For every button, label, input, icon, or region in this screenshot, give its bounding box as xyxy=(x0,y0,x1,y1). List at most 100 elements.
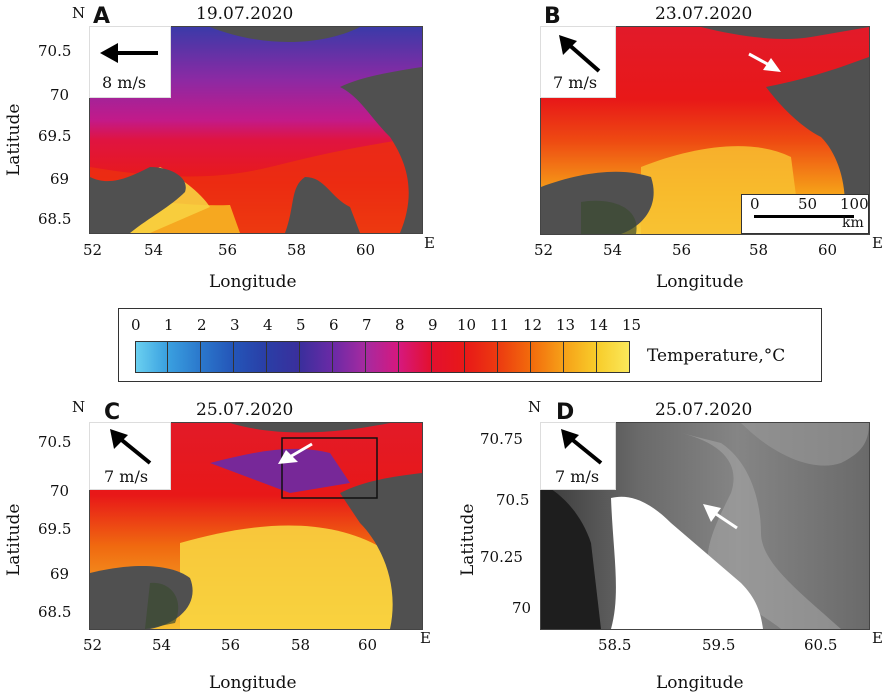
colorbar-title: Temperature,°C xyxy=(647,346,786,366)
colorbar-cell xyxy=(234,341,267,373)
panel-letter: D xyxy=(556,400,575,425)
colorbar-cell xyxy=(168,341,201,373)
colorbar-tick: 15 xyxy=(622,316,642,334)
y-tick: 69.5 xyxy=(38,520,72,538)
x-tick: 56 xyxy=(221,636,241,654)
y-tick: 70 xyxy=(50,482,70,500)
x-axis-title: Longitude xyxy=(656,673,744,693)
feature-arrow-icon xyxy=(748,52,781,72)
scale-tick: 100 xyxy=(840,195,869,213)
panel-c-temperature-field xyxy=(90,423,422,629)
x-tick: 60 xyxy=(358,636,378,654)
colorbar-tick: 13 xyxy=(556,316,576,334)
wind-box: 7 m/s xyxy=(540,422,616,490)
y-tick: 70.75 xyxy=(480,430,523,448)
wind-speed: 8 m/s xyxy=(102,73,147,92)
land-mass xyxy=(90,167,186,233)
wind-box: 8 m/s xyxy=(89,26,171,98)
colorbar-tick: 9 xyxy=(428,316,438,334)
x-tick: 58 xyxy=(287,241,307,259)
panel-date: 23.07.2020 xyxy=(655,4,753,24)
colorbar-cell xyxy=(267,341,300,373)
panel-c-map xyxy=(89,422,423,630)
x-axis-title: Longitude xyxy=(656,272,744,292)
x-tick: 52 xyxy=(534,241,554,259)
scale-line xyxy=(754,215,854,218)
x-tick: 59.5 xyxy=(702,636,736,654)
colorbar-tick: 6 xyxy=(329,316,339,334)
colorbar-tick: 12 xyxy=(523,316,543,334)
colorbar-cell xyxy=(597,341,630,373)
wind-arrow-icon xyxy=(110,429,152,465)
y-tick: 70 xyxy=(50,86,70,104)
colorbar-tick: 4 xyxy=(263,316,273,334)
colorbar-tick: 2 xyxy=(197,316,207,334)
scale-tick: 50 xyxy=(798,195,818,213)
scale-tick: 0 xyxy=(750,195,760,213)
colorbar-tick: 3 xyxy=(230,316,240,334)
y-tick: 70.5 xyxy=(38,433,72,451)
north-label: N xyxy=(72,398,86,416)
colorbar-cell xyxy=(498,341,531,373)
wind-arrow-icon xyxy=(559,35,601,73)
colorbar-tick: 11 xyxy=(490,316,510,334)
panel-letter: A xyxy=(93,4,111,29)
x-tick: 60 xyxy=(356,241,376,259)
wind-box: 7 m/s xyxy=(89,422,171,490)
y-axis-title: Latitude xyxy=(458,503,478,576)
colorbar-cell xyxy=(399,341,432,373)
x-tick: 58.5 xyxy=(598,636,632,654)
panel-a-map xyxy=(89,26,423,234)
scale-unit: km xyxy=(842,215,864,231)
y-tick: 70.25 xyxy=(480,548,523,566)
colorbar: 0 1 2 3 4 5 6 7 8 9 10 11 12 13 14 15 Temperature,°C xyxy=(118,308,822,382)
y-tick: 69 xyxy=(50,170,70,188)
panel-letter: C xyxy=(104,400,121,425)
y-tick: 70.5 xyxy=(496,491,530,509)
colorbar-tick: 10 xyxy=(457,316,477,334)
wind-box: 7 m/s xyxy=(540,26,616,98)
colorbar-cell xyxy=(366,341,399,373)
x-axis-title: Longitude xyxy=(209,673,297,693)
colorbar-tick: 0 xyxy=(131,316,141,334)
x-tick: 54 xyxy=(144,241,164,259)
colorbar-tick: 8 xyxy=(395,316,405,334)
y-axis-title: Latitude xyxy=(4,103,24,176)
x-tick: 54 xyxy=(152,636,172,654)
east-label: E xyxy=(872,629,883,647)
feature-arrow-icon xyxy=(278,442,313,464)
colorbar-tick: 7 xyxy=(362,316,372,334)
x-tick: 58 xyxy=(749,241,769,259)
y-tick: 69 xyxy=(50,565,70,583)
colorbar-tick: 1 xyxy=(164,316,174,334)
colorbar-tick: 5 xyxy=(296,316,306,334)
east-label: E xyxy=(424,234,435,252)
panel-date: 25.07.2020 xyxy=(196,400,294,420)
colorbar-cell xyxy=(531,341,564,373)
colorbar-cell xyxy=(465,341,498,373)
panel-a-temperature-field xyxy=(90,27,422,233)
wind-arrow-icon xyxy=(100,43,158,63)
panel-date: 19.07.2020 xyxy=(196,4,294,24)
zoom-box xyxy=(281,437,378,499)
x-tick: 58 xyxy=(291,636,311,654)
scale-bar: 0 50 100 km xyxy=(741,194,869,234)
wind-arrow-icon xyxy=(561,429,603,465)
x-axis-title: Longitude xyxy=(209,272,297,292)
north-label: N xyxy=(72,4,86,22)
wind-speed: 7 m/s xyxy=(104,467,149,486)
north-label: N xyxy=(528,398,542,416)
east-label: E xyxy=(420,629,431,647)
x-tick: 52 xyxy=(83,636,103,654)
wind-speed: 7 m/s xyxy=(555,467,600,486)
y-tick: 70 xyxy=(512,599,532,617)
colorbar-cell xyxy=(333,341,366,373)
x-tick: 60 xyxy=(818,241,838,259)
colorbar-cell xyxy=(564,341,597,373)
colorbar-cell xyxy=(300,341,333,373)
y-axis-title: Latitude xyxy=(4,503,24,576)
y-tick: 70.5 xyxy=(38,42,72,60)
east-label: E xyxy=(872,234,883,252)
y-tick: 68.5 xyxy=(38,603,72,621)
x-tick: 54 xyxy=(603,241,623,259)
